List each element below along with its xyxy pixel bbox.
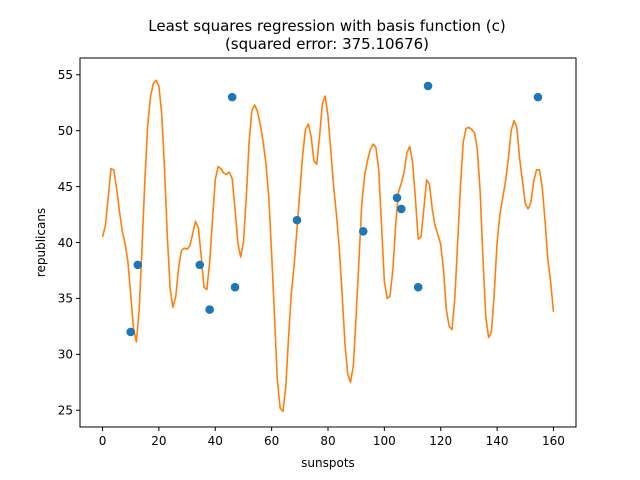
x-tick-label: 120: [429, 434, 452, 448]
chart-subtitle: (squared error: 375.10676): [225, 35, 429, 53]
y-axis-label: republicans: [34, 208, 48, 277]
data-point-10: [413, 282, 423, 292]
x-tick-label: 80: [320, 434, 335, 448]
y-tick-label: 25: [58, 404, 73, 418]
x-tick-label: 60: [264, 434, 279, 448]
y-axis-ticks: 25 30 35 40 45 50 55: [58, 68, 80, 418]
y-tick-label: 35: [58, 292, 73, 306]
data-point-4: [227, 92, 237, 102]
x-tick-label: 40: [208, 434, 223, 448]
fit-line-layer: [101, 79, 555, 413]
data-point-11: [423, 81, 433, 91]
data-point-1: [133, 260, 143, 270]
fit-line: [101, 79, 555, 413]
x-axis-ticks: 0 20 40 60 80 100 120 140 160: [99, 427, 565, 448]
data-point-2: [195, 260, 205, 270]
y-tick-label: 50: [58, 124, 73, 138]
data-point-9: [396, 204, 406, 214]
y-tick-label: 55: [58, 68, 73, 82]
data-point-0: [126, 327, 136, 337]
y-tick-label: 45: [58, 180, 73, 194]
x-tick-label: 20: [151, 434, 166, 448]
x-axis-label: sunspots: [301, 456, 355, 470]
x-tick-label: 100: [373, 434, 396, 448]
chart-title: Least squares regression with basis func…: [148, 17, 505, 35]
x-tick-label: 140: [486, 434, 509, 448]
y-tick-label: 30: [58, 348, 73, 362]
data-point-8: [392, 193, 402, 203]
data-points-layer: [126, 81, 543, 337]
y-tick-label: 40: [58, 236, 73, 250]
data-point-6: [292, 215, 302, 225]
x-tick-label: 160: [542, 434, 565, 448]
data-point-12: [533, 92, 543, 102]
data-point-3: [205, 305, 214, 314]
data-point-7: [358, 227, 368, 236]
data-point-5: [230, 282, 240, 292]
x-tick-label: 0: [99, 434, 107, 448]
